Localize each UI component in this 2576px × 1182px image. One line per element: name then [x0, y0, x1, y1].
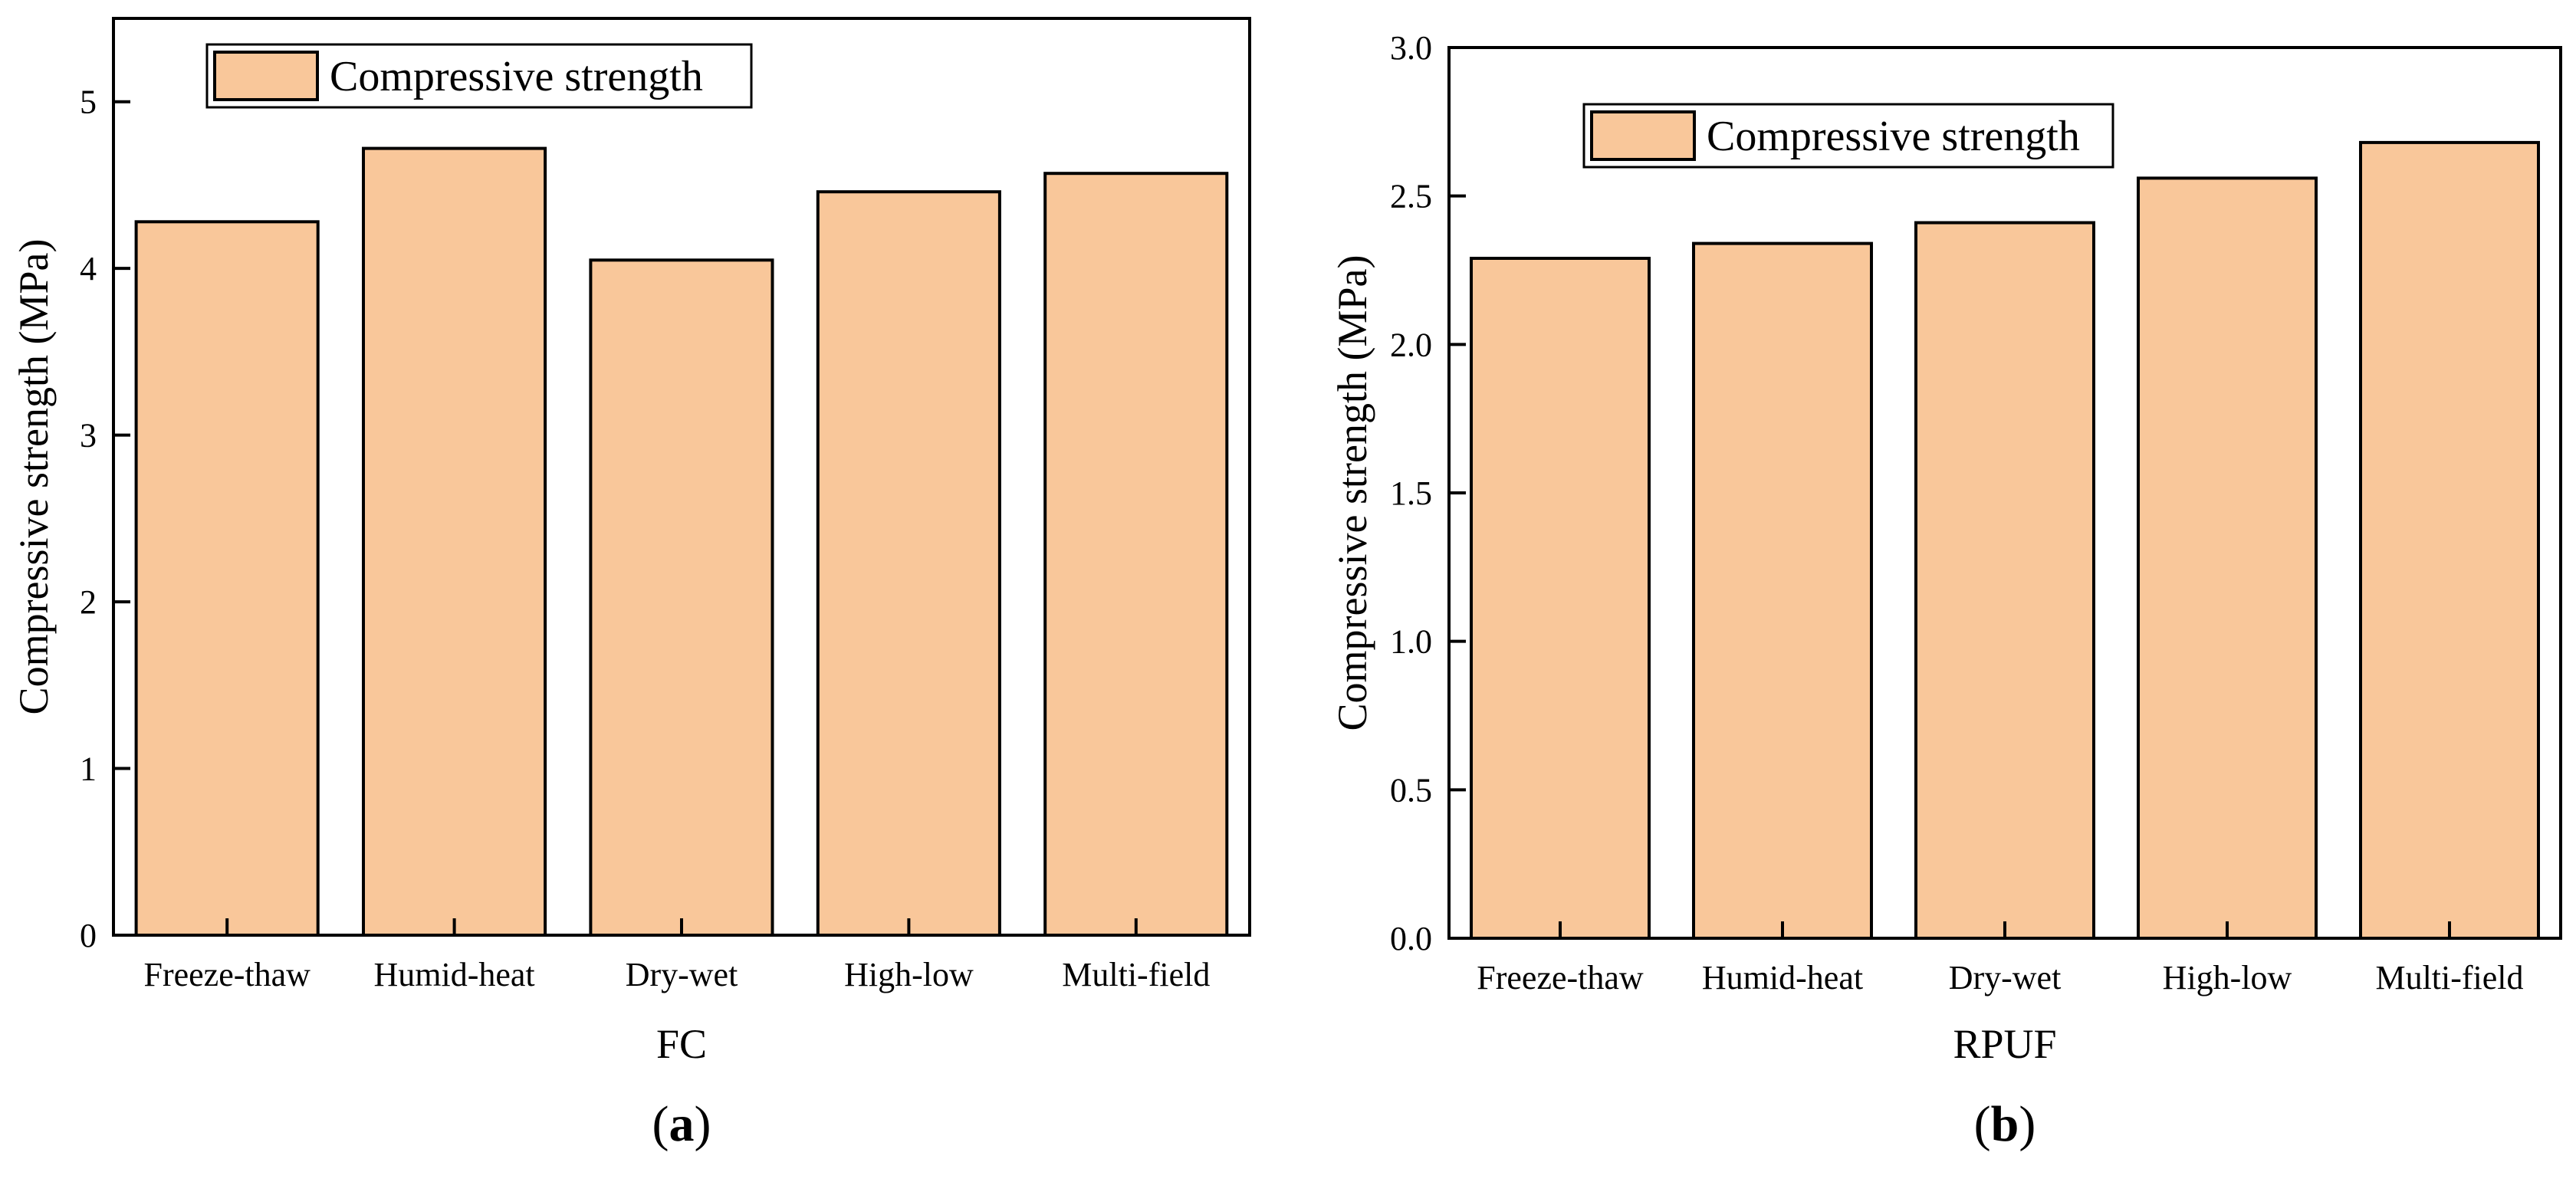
x-tick-label: Freeze-thaw: [143, 956, 310, 993]
panel-label-letter: b: [1991, 1096, 2019, 1152]
bar-multi-field: [1043, 172, 1229, 937]
y-tick-label: 2: [80, 583, 97, 621]
legend-swatch: [213, 51, 319, 101]
y-axis-title: Compressive strength (MPa): [11, 239, 57, 715]
x-tick-label: Dry-wet: [1949, 959, 2062, 996]
panel-label-open: (: [1974, 1096, 1991, 1152]
panel-label-letter: a: [669, 1096, 695, 1152]
bar-humid-heat: [1692, 241, 1873, 941]
x-axis-title: RPUF: [1953, 1021, 2056, 1067]
legend: Compressive strength: [1582, 103, 2114, 169]
panel-label: (a): [652, 1096, 711, 1152]
y-tick-label: 1.0: [1390, 623, 1432, 661]
bar-humid-heat: [362, 146, 547, 937]
x-tick-label: Multi-field: [2375, 959, 2523, 996]
bar-multi-field: [2359, 140, 2540, 940]
y-tick-label: 3: [80, 417, 97, 455]
y-tick-label: 2.0: [1390, 326, 1432, 363]
x-tick-label: High-low: [2163, 959, 2292, 996]
x-tick-label: Dry-wet: [626, 956, 738, 993]
x-tick-label: Multi-field: [1062, 956, 1210, 993]
y-tick-label: 1.5: [1390, 474, 1432, 512]
panel-label-close: ): [695, 1096, 711, 1152]
chart-panel-a: 0 1 2 3 4 5 Freeze-thaw Humid-heat Dry-wet High-l…: [11, 17, 1251, 1152]
bar-high-low: [816, 190, 1001, 937]
y-tick-label: 0.5: [1390, 771, 1432, 809]
x-tick-label: Freeze-thaw: [1477, 959, 1644, 996]
x-tick-label: Humid-heat: [374, 956, 535, 993]
legend-label: Compressive strength: [1707, 113, 2080, 160]
bar-dry-wet: [589, 258, 774, 937]
panel-label-open: (: [652, 1096, 669, 1152]
y-tick-label: 5: [80, 84, 97, 121]
bar-freeze-thaw: [134, 220, 320, 937]
bar-freeze-thaw: [1470, 257, 1651, 940]
legend-label: Compressive strength: [330, 53, 703, 100]
bar-dry-wet: [1914, 221, 2095, 940]
y-axis-title: Compressive strength (MPa): [1329, 255, 1375, 731]
x-tick-label: Humid-heat: [1702, 959, 1863, 996]
legend: Compressive strength: [205, 43, 753, 109]
y-tick-label: 2.5: [1390, 178, 1432, 215]
y-tick-label: 1: [80, 750, 97, 788]
chart-panel-b: 0.0 0.5 1.0 1.5 2.0 2.5 3.0 Freeze-thaw Humid-he…: [1329, 29, 2562, 1152]
y-tick-label: 3.0: [1390, 29, 1432, 67]
x-axis-title: FC: [656, 1021, 707, 1067]
y-tick-label: 0.0: [1390, 920, 1432, 957]
panel-label-close: ): [2019, 1096, 2036, 1152]
bar-high-low: [2137, 176, 2318, 940]
y-tick-label: 0: [80, 917, 97, 954]
legend-swatch: [1590, 110, 1696, 161]
x-tick-label: High-low: [844, 956, 974, 993]
y-tick-label: 4: [80, 250, 97, 287]
panel-label: (b): [1974, 1096, 2036, 1152]
